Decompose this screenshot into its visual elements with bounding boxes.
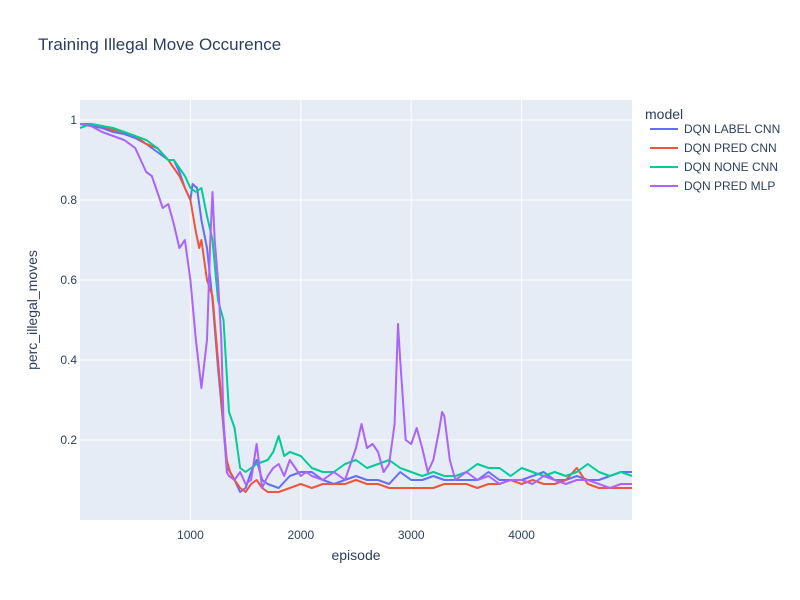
series-lines xyxy=(80,123,632,493)
legend-label: DQN NONE CNN xyxy=(684,160,778,174)
x-tick-label: 3000 xyxy=(398,528,425,542)
legend[interactable]: DQN LABEL CNN DQN PRED CNN DQN NONE CNN DQN… xyxy=(650,122,780,193)
legend-label: DQN PRED MLP xyxy=(684,179,775,193)
legend-item-2[interactable]: DQN PRED CNN xyxy=(650,141,777,155)
legend-label: DQN LABEL CNN xyxy=(684,122,780,136)
y-tick-label: 0.4 xyxy=(60,353,77,367)
x-tick-label: 1000 xyxy=(177,528,204,542)
x-axis-title: episode xyxy=(331,547,380,563)
x-axis-ticks: 1000 2000 3000 4000 xyxy=(177,528,535,542)
y-tick-label: 0.2 xyxy=(60,433,77,447)
y-tick-label: 1 xyxy=(70,113,77,127)
legend-item-1[interactable]: DQN LABEL CNN xyxy=(650,122,780,136)
series-line-4 xyxy=(80,123,632,489)
series-line-2 xyxy=(80,123,632,493)
x-tick-label: 2000 xyxy=(287,528,314,542)
y-tick-label: 0.6 xyxy=(60,273,77,287)
y-tick-label: 0.8 xyxy=(60,193,77,207)
legend-title: model xyxy=(645,106,683,122)
legend-item-4[interactable]: DQN PRED MLP xyxy=(650,179,775,193)
legend-item-3[interactable]: DQN NONE CNN xyxy=(650,160,778,174)
legend-label: DQN PRED CNN xyxy=(684,141,777,155)
chart-title: Training Illegal Move Occurence xyxy=(38,35,281,54)
plot-background xyxy=(80,100,632,520)
x-tick-label: 4000 xyxy=(508,528,535,542)
y-axis-ticks: 0.2 0.4 0.6 0.8 1 xyxy=(60,113,77,447)
series-line-3 xyxy=(80,123,632,477)
gridlines xyxy=(80,100,632,520)
y-axis-title: perc_illegal_moves xyxy=(24,250,40,370)
